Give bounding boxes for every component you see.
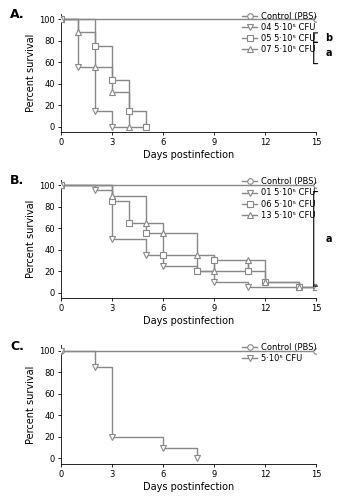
- Y-axis label: Percent survival: Percent survival: [26, 34, 36, 112]
- Legend: Control (PBS), 01 5·10⁵ CFU, 06 5·10⁵ CFU, 13 5·10⁵ CFU: Control (PBS), 01 5·10⁵ CFU, 06 5·10⁵ CF…: [242, 178, 316, 220]
- Text: a: a: [325, 234, 332, 244]
- Y-axis label: Percent survival: Percent survival: [26, 366, 36, 444]
- X-axis label: Days postinfection: Days postinfection: [143, 150, 234, 160]
- X-axis label: Days postinfection: Days postinfection: [143, 482, 234, 492]
- Legend: Control (PBS), 5·10⁵ CFU: Control (PBS), 5·10⁵ CFU: [242, 343, 316, 363]
- Text: B.: B.: [10, 174, 25, 187]
- Legend: Control (PBS), 04 5·10⁵ CFU, 05 5·10⁵ CFU, 07 5·10⁵ CFU: Control (PBS), 04 5·10⁵ CFU, 05 5·10⁵ CF…: [242, 12, 316, 54]
- X-axis label: Days postinfection: Days postinfection: [143, 316, 234, 326]
- Y-axis label: Percent survival: Percent survival: [26, 200, 36, 278]
- Text: C.: C.: [10, 340, 24, 352]
- Text: a: a: [325, 48, 332, 58]
- Text: A.: A.: [10, 8, 25, 21]
- Text: b: b: [325, 32, 332, 42]
